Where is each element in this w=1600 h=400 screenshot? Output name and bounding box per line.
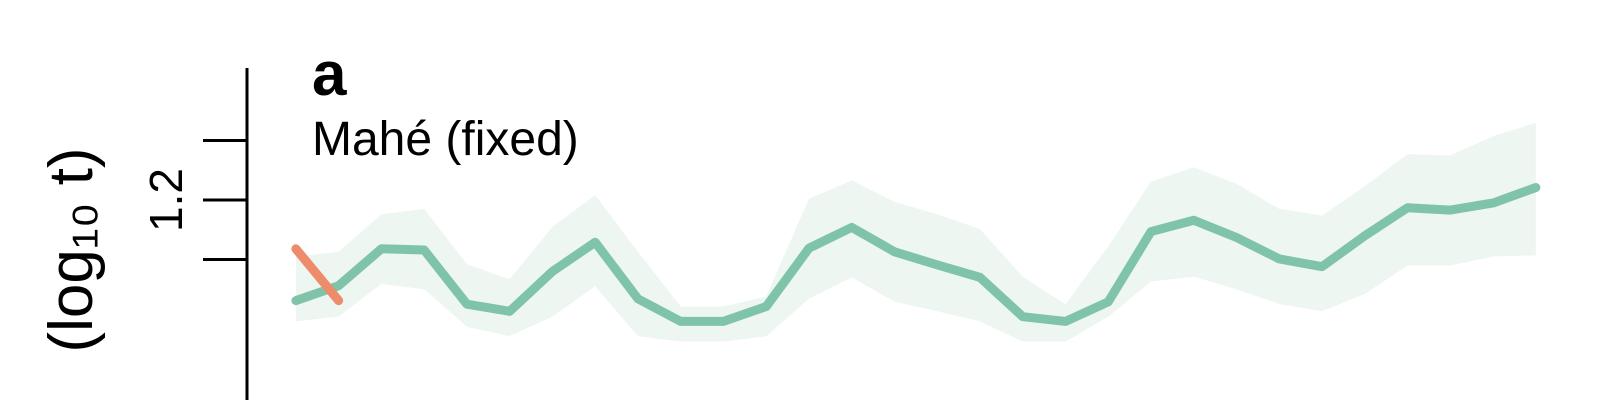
bands [295, 122, 1536, 342]
y-axis-label: (log₁₀ t) [37, 147, 106, 352]
lines [291, 183, 1541, 326]
series-line [291, 183, 1541, 326]
ticks: 1.2 [140, 138, 247, 262]
chart-title: Mahé (fixed) [312, 113, 579, 166]
y-tick-label: 1.2 [140, 168, 192, 232]
series-line [291, 244, 344, 306]
panel-label: a [312, 40, 347, 109]
confidence-band [295, 122, 1536, 342]
